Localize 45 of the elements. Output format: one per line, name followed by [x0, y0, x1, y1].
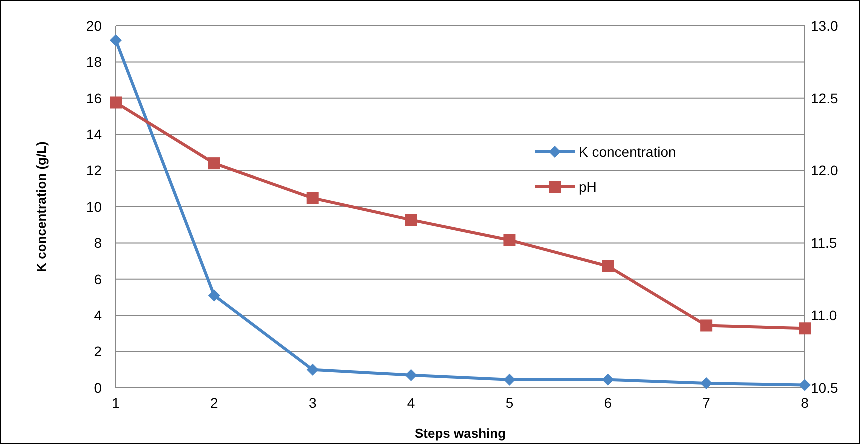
point — [306, 192, 319, 204]
y2-tick-label: 12.5 — [811, 90, 838, 106]
x-tick-label: 5 — [506, 395, 514, 411]
y-tick-label: 18 — [86, 54, 102, 70]
x-tick-label: 3 — [308, 395, 317, 411]
point — [208, 158, 220, 170]
legend-label: K concentration — [579, 144, 676, 160]
y-tick-label: 8 — [94, 235, 102, 252]
point — [799, 379, 811, 392]
y-tick-label: 12 — [86, 162, 102, 179]
y2-tick-label: 13.0 — [811, 18, 838, 34]
point — [700, 377, 713, 390]
point — [504, 374, 516, 386]
x-tick-label: 6 — [604, 395, 612, 411]
x-tick-label: 7 — [702, 395, 711, 411]
point — [110, 34, 122, 46]
x-tick-label: 1 — [112, 395, 120, 411]
y-tick-label: 4 — [94, 308, 102, 324]
point — [700, 320, 713, 332]
x-tick-label: 8 — [801, 395, 810, 411]
point — [405, 369, 418, 382]
y2-tick-label: 11.5 — [811, 235, 838, 252]
legend-label: pH — [579, 178, 597, 195]
x-tick-label: 2 — [210, 395, 219, 411]
point — [208, 290, 220, 302]
y-axis-title: K concentration (g/L) — [34, 142, 49, 272]
point — [504, 234, 516, 246]
y-tick-label: 0 — [94, 380, 102, 396]
point — [405, 214, 418, 226]
y-tick-label: 10 — [86, 198, 102, 215]
y-tick-label: 16 — [86, 90, 102, 106]
point — [602, 260, 614, 272]
x-tick-label: 4 — [407, 395, 416, 411]
y-tick-label: 6 — [94, 271, 102, 288]
y2-tick-label: 11.0 — [811, 308, 838, 324]
point — [306, 364, 319, 376]
y-tick-label: 20 — [86, 18, 102, 34]
point — [799, 322, 811, 335]
y2-tick-label: 12.0 — [811, 162, 838, 179]
y-tick-label: 2 — [94, 344, 102, 360]
point — [110, 96, 122, 109]
y-tick-label: 14 — [86, 126, 102, 142]
y2-tick-label: 10.5 — [811, 380, 838, 396]
point — [602, 374, 614, 386]
x-axis-title: Steps washing — [414, 426, 506, 441]
